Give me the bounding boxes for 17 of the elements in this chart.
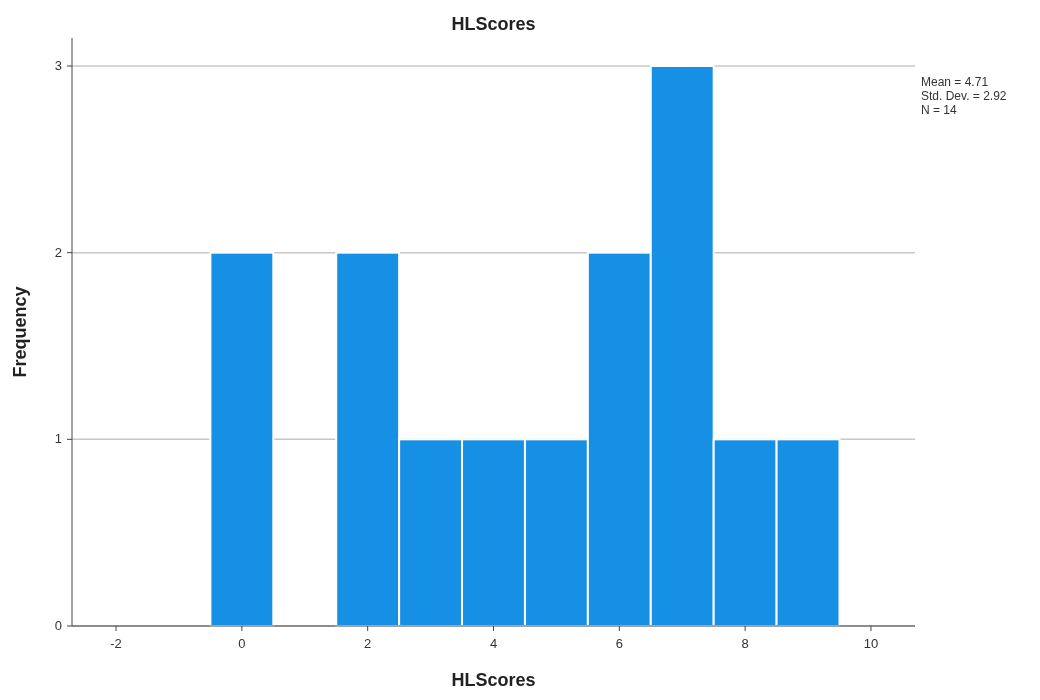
x-axis-title: HLScores [451,670,536,690]
x-tick-label: 6 [615,636,623,651]
x-tick-label: 8 [741,636,749,651]
x-tick-label: 2 [364,636,372,651]
x-tick-label: -2 [110,636,122,651]
x-tick-label: 10 [863,636,879,651]
y-tick-label: 3 [54,58,62,73]
y-tick-label: 2 [54,244,62,260]
chart-title: HLScores [451,14,536,34]
x-tick-label: 0 [238,636,246,651]
y-tick-label: 0 [54,618,62,633]
x-tick-label: 4 [489,636,498,651]
text: Std. Dev. = 2.92 [921,89,1007,103]
text: Mean = 4.71 [921,75,989,89]
y-tick-label: 1 [54,431,62,447]
text: N = 14 [921,103,958,117]
y-axis-title: Frequency [10,286,30,378]
